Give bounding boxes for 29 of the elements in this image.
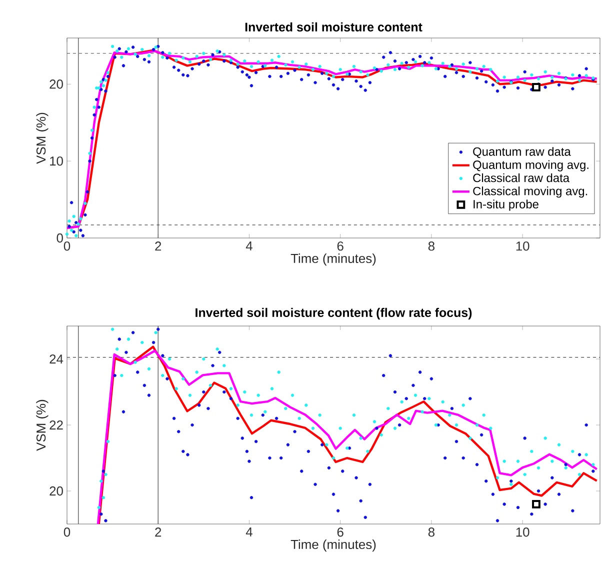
- legend-label: Quantum moving avg.: [473, 160, 588, 172]
- x-tick-label: 8: [428, 528, 434, 537]
- y-axis-title: VSM (%): [36, 112, 48, 164]
- legend-label: Classical moving avg.: [473, 186, 588, 198]
- y-tick-label: 20: [50, 486, 63, 496]
- y-tick-label: 22: [50, 420, 63, 430]
- x-tick-label: 2: [155, 528, 162, 537]
- x-tick-label: 8: [428, 242, 434, 251]
- legend-label: In-situ probe: [474, 200, 538, 211]
- x-axis-title: Time (minutes): [290, 540, 376, 552]
- x-tick-label: 4: [246, 242, 252, 250]
- x-tick-label: 10: [516, 242, 530, 251]
- x-tick-label: 2: [155, 242, 162, 251]
- y-axis-title: VSM (%): [36, 400, 48, 451]
- y-tick-label: 20: [50, 80, 63, 89]
- legend-label: Quantum raw data: [473, 147, 571, 158]
- y-tick-label: 24: [50, 354, 64, 364]
- x-tick-label: 6: [337, 528, 344, 537]
- x-tick-label: 10: [516, 528, 530, 537]
- x-tick-label: 6: [337, 242, 344, 251]
- x-axis-title: Time (minutes): [290, 254, 376, 266]
- x-tick-label: 0: [64, 528, 70, 537]
- chart-title: Inverted soil moisture content (flow rate focus): [196, 308, 472, 320]
- legend-label: Classical raw data: [473, 173, 570, 182]
- x-tick-label: 0: [64, 242, 70, 251]
- y-tick-label: 0: [56, 233, 63, 243]
- y-tick-label: 10: [50, 156, 63, 166]
- chart-title: Inverted soil moisture content: [245, 22, 422, 32]
- x-tick-label: 4: [246, 528, 252, 536]
